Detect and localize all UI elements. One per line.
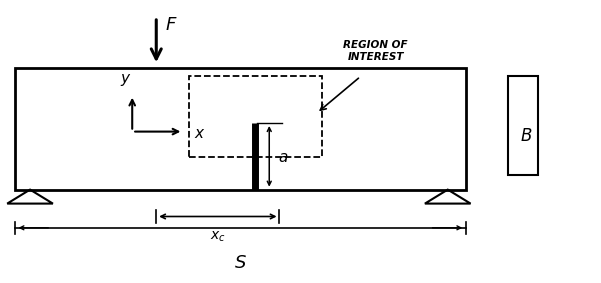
Text: $a$: $a$ — [278, 149, 288, 165]
Bar — [15, 68, 466, 190]
Text: REGION OF
INTEREST: REGION OF INTEREST — [343, 40, 408, 62]
Text: $y$: $y$ — [120, 72, 132, 88]
Text: $B$: $B$ — [520, 127, 532, 145]
Text: $x$: $x$ — [194, 125, 206, 141]
Text: $S$: $S$ — [234, 254, 247, 272]
Text: $x_c$: $x_c$ — [210, 230, 226, 245]
Bar — [508, 76, 538, 175]
Text: $F$: $F$ — [165, 16, 178, 35]
Bar — [189, 76, 322, 157]
